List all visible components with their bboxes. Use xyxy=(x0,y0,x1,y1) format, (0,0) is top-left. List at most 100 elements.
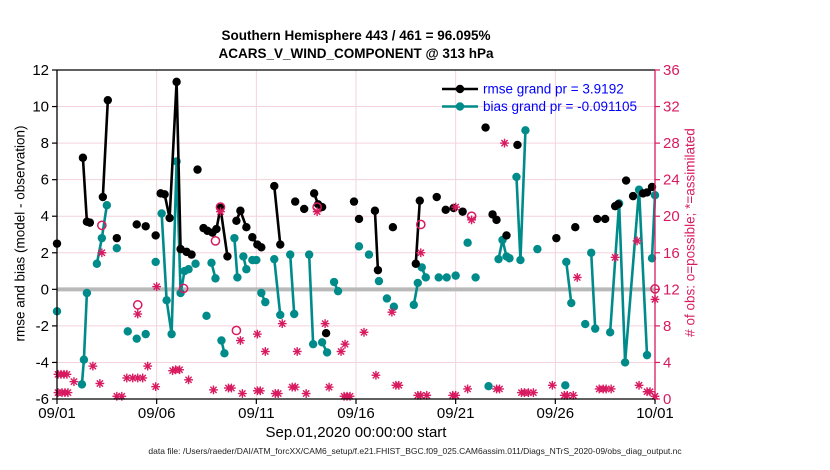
obs-assimilated-marker xyxy=(336,347,346,356)
rmse-point xyxy=(621,176,631,185)
bias-point xyxy=(354,242,364,251)
bias-point xyxy=(333,286,343,296)
bias-point xyxy=(434,273,443,282)
y-axis-right-label: # of obs: o=possible; *=assimilated xyxy=(682,128,698,337)
obs-assimilated-marker xyxy=(529,388,538,398)
bias-point xyxy=(211,274,220,283)
obs-assimilated-marker xyxy=(151,382,161,392)
bias-point xyxy=(304,250,314,259)
gridlines xyxy=(57,70,655,399)
rmse-point xyxy=(571,222,580,232)
bias-point xyxy=(162,296,171,305)
bias-point xyxy=(239,252,248,261)
obs-assimilated-marker xyxy=(301,389,311,398)
rmse-point xyxy=(257,243,266,252)
bias-point xyxy=(642,350,652,360)
obs-assimilated-marker xyxy=(422,390,432,400)
plot-title: Southern Hemisphere 443 / 461 = 96.095% xyxy=(221,28,491,43)
bias-point xyxy=(471,273,480,282)
x-tick-label: 09/26 xyxy=(537,405,575,422)
obs-assimilated-marker xyxy=(133,309,143,319)
bias-point xyxy=(270,254,279,264)
bias-point xyxy=(364,250,374,259)
obs-assimilated-marker xyxy=(345,391,355,401)
rmse-point xyxy=(432,192,441,202)
rmse-point xyxy=(388,222,398,232)
bias-point xyxy=(141,329,150,339)
rmse-point xyxy=(270,181,279,191)
rmse-point xyxy=(592,214,602,224)
obs-assimilated-marker xyxy=(290,382,300,392)
y-right-tick-label: 4 xyxy=(663,354,671,371)
bias-point xyxy=(505,254,514,263)
bias-point xyxy=(374,276,384,286)
bias-line xyxy=(608,189,649,363)
obs-assimilated-marker xyxy=(209,385,218,395)
obs-assimilated-marker xyxy=(69,377,79,387)
obs-possible-marker xyxy=(97,220,107,231)
bias-point xyxy=(484,382,493,391)
obs-assimilated-marker xyxy=(152,282,162,291)
legend-sample-marker xyxy=(455,102,465,111)
obs-assimilated-marker xyxy=(252,329,262,339)
x-tick-label: 09/21 xyxy=(437,405,475,422)
rmse-point xyxy=(172,77,181,87)
x-tick-label: 09/01 xyxy=(38,405,76,422)
obs-assimilated-marker xyxy=(572,273,582,282)
y-left-tick-label: 2 xyxy=(41,245,49,262)
bias-point xyxy=(322,348,332,357)
bias-point xyxy=(230,233,239,243)
rmse-point xyxy=(613,200,623,209)
rmse-point xyxy=(600,214,610,224)
rmse-point xyxy=(373,265,383,275)
bias-point xyxy=(561,381,570,390)
rmse-point xyxy=(628,191,638,201)
bias-point xyxy=(463,238,472,247)
obs-assimilated-marker xyxy=(547,380,557,390)
bias-point xyxy=(102,201,112,210)
obs-assimilated-marker xyxy=(237,389,247,398)
bias-point xyxy=(123,327,132,336)
bias-point xyxy=(79,355,89,364)
rmse-point xyxy=(492,215,501,225)
bias-point xyxy=(562,257,571,267)
obs-assimilated-marker xyxy=(227,383,236,393)
rmse-line xyxy=(373,210,380,271)
obs-assimilated-marker xyxy=(216,207,225,217)
y-right-tick-label: 8 xyxy=(663,318,671,335)
bias-point xyxy=(409,300,419,310)
bias-point xyxy=(647,254,657,263)
bias-point xyxy=(151,257,160,267)
obs-assimilated-marker xyxy=(63,388,73,398)
obs-assimilated-marker xyxy=(451,202,461,212)
obs-assimilated-marker xyxy=(371,370,381,380)
bias-point xyxy=(620,358,630,367)
bias-point xyxy=(220,349,229,358)
bias-point xyxy=(605,328,615,337)
bias-point xyxy=(591,324,600,333)
obs-assimilated-marker xyxy=(610,252,620,262)
obs-assimilated-marker xyxy=(255,386,265,396)
y-right-tick-label: 0 xyxy=(663,391,671,408)
rmse-point xyxy=(552,233,561,243)
rmse-line xyxy=(81,157,91,224)
obs-possible-marker xyxy=(415,219,426,230)
obs-assimilated-marker xyxy=(312,207,322,217)
y-right-tick-label: 32 xyxy=(663,99,680,116)
bias-point xyxy=(157,209,166,218)
rmse-point xyxy=(309,189,319,198)
bias-line xyxy=(307,254,315,345)
rmse-point xyxy=(223,252,232,261)
data-file-path: data file: /Users/raeder/DAI/ATM_forcXX/… xyxy=(148,446,682,456)
y-left-tick-label: -4 xyxy=(36,354,49,371)
bias-point xyxy=(132,334,141,343)
y-right-tick-label: 36 xyxy=(663,62,680,79)
bias-line xyxy=(589,252,597,329)
obs-assimilated-marker xyxy=(606,384,616,394)
bias-point xyxy=(413,278,422,288)
bias-point xyxy=(451,271,460,280)
bias-point xyxy=(202,311,211,321)
bias-point xyxy=(233,273,242,282)
obs-assimilated-marker xyxy=(95,379,105,388)
